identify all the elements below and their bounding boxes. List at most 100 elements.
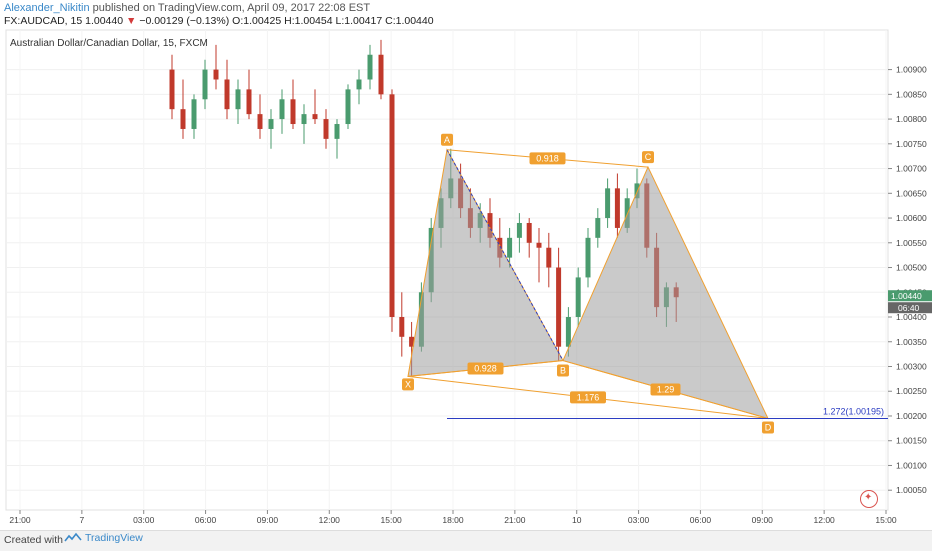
candle-body <box>301 114 307 125</box>
candle-body <box>279 99 285 120</box>
point-c-label-bg <box>642 151 654 164</box>
y-tick-label: 1.00100 <box>896 460 927 470</box>
point-x-label: X <box>405 379 411 389</box>
candle-body <box>257 114 263 129</box>
candle-body <box>312 114 318 120</box>
author-link[interactable]: Alexander_Nikitin <box>4 2 90 14</box>
ratio-label: 1.29 <box>657 385 675 395</box>
candle-body <box>235 89 241 110</box>
y-tick-label: 1.00800 <box>896 114 927 124</box>
point-d-label-bg <box>762 421 774 434</box>
candle-body <box>556 267 562 347</box>
candle-body <box>575 277 581 318</box>
ratio-label: 1.176 <box>577 392 600 402</box>
y-tick-label: 1.00200 <box>896 411 927 421</box>
y-tick-label: 1.00750 <box>896 139 927 149</box>
candle-body <box>334 124 340 139</box>
x-tick-label: 06:00 <box>195 515 217 525</box>
last-price: 1.00440 <box>85 15 124 27</box>
y-tick-label: 1.00050 <box>896 485 927 495</box>
candle-body <box>546 247 552 268</box>
x-tick-label: 09:00 <box>752 515 774 525</box>
chart-title: Australian Dollar/Canadian Dollar, 15, F… <box>10 38 208 49</box>
point-x-label-bg <box>402 378 414 391</box>
created-with-text: Created with <box>4 534 63 546</box>
symbol-info: FX:AUDCAD, 15 1.00440 ▼ −0.00129 (−0.13%… <box>4 15 434 27</box>
time-tag-bg <box>888 302 932 314</box>
candle-body <box>345 89 351 125</box>
candle-body <box>565 317 571 347</box>
ratio-label-bg <box>570 391 606 404</box>
candle-body <box>507 237 513 258</box>
y-tick-label: 1.00850 <box>896 89 927 99</box>
tradingview-brand[interactable]: TradingView <box>64 532 143 544</box>
candle-body <box>389 94 395 318</box>
chart-header: Alexander_Nikitin published on TradingVi… <box>0 0 932 28</box>
ab-dashed-line <box>446 149 564 361</box>
x-tick-label: 7 <box>79 515 84 525</box>
x-tick-label: 18:00 <box>442 515 464 525</box>
y-tick-label: 1.00650 <box>896 188 927 198</box>
ohlc-values: O:1.00425 H:1.00454 L:1.00417 C:1.00440 <box>232 15 434 27</box>
y-tick-label: 1.00150 <box>896 436 927 446</box>
candle-body <box>605 188 611 219</box>
point-d-label: D <box>765 422 772 432</box>
y-tick-label: 1.00550 <box>896 238 927 248</box>
candle-body <box>624 198 630 228</box>
publish-info: Alexander_Nikitin published on TradingVi… <box>4 2 370 14</box>
candle-body <box>614 188 620 228</box>
x-tick-label: 12:00 <box>319 515 341 525</box>
published-text: published on TradingView.com, April 09, … <box>92 2 371 14</box>
y-tick-label: 1.00400 <box>896 312 927 322</box>
x-tick-label: 21:00 <box>9 515 31 525</box>
brand-name: TradingView <box>85 532 143 544</box>
candlestick-chart[interactable]: 1.00050 1.00100 1.00150 1.00200 1.00250 1.003… <box>0 0 932 530</box>
ratio-label: 0.918 <box>536 153 559 163</box>
candle-body <box>246 89 252 115</box>
ratio-label-bg <box>529 152 566 165</box>
candle-body <box>487 213 493 238</box>
tradingview-logo-icon <box>64 532 82 542</box>
point-a-label: A <box>444 135 450 145</box>
y-tick-label: 1.00700 <box>896 164 927 174</box>
y-tick-label: 1.00900 <box>896 65 927 75</box>
y-tick-label: 1.00350 <box>896 337 927 347</box>
symbol-label: FX:AUDCAD, 15 <box>4 15 83 27</box>
candle-body <box>268 119 274 129</box>
candle-body <box>526 222 532 243</box>
candle-body <box>595 218 601 238</box>
candle-body <box>367 54 373 80</box>
canada-flag-icon: ✦ <box>860 490 878 508</box>
point-b-label-bg <box>557 364 569 377</box>
price-tag-label: 1.00440 <box>891 291 922 301</box>
ratio-label-bg <box>650 383 681 396</box>
x-tick-label: 03:00 <box>133 515 155 525</box>
candle-body <box>323 119 329 139</box>
candle-body <box>213 69 219 80</box>
ratio-label: 0.928 <box>474 363 497 373</box>
candle-body <box>356 79 362 90</box>
y-tick-label: 1.00250 <box>896 386 927 396</box>
price-change: −0.00129 (−0.13%) <box>139 15 230 27</box>
candle-body <box>224 79 230 110</box>
candle-body <box>378 54 384 95</box>
x-tick-label: 21:00 <box>504 515 526 525</box>
x-tick-label: 10 <box>572 515 582 525</box>
candle-body <box>536 242 542 248</box>
candle-body <box>202 69 208 100</box>
candle-body <box>399 317 405 337</box>
x-tick-label: 15:00 <box>381 515 403 525</box>
x-tick-label: 06:00 <box>690 515 712 525</box>
point-b-label: B <box>560 366 566 376</box>
x-tick-label: 09:00 <box>257 515 279 525</box>
x-tick-label: 12:00 <box>814 515 836 525</box>
y-tick-label: 1.00300 <box>896 361 927 371</box>
candle-body <box>409 336 415 347</box>
x-tick-label: 03:00 <box>628 515 650 525</box>
y-tick-label: 1.00600 <box>896 213 927 223</box>
candle-body <box>180 109 186 129</box>
x-tick-label: 15:00 <box>875 515 897 525</box>
fib-level-label: 1.272(1.00195) <box>823 406 884 416</box>
price-tag-bg <box>888 290 932 302</box>
ratio-label-bg <box>467 362 504 375</box>
